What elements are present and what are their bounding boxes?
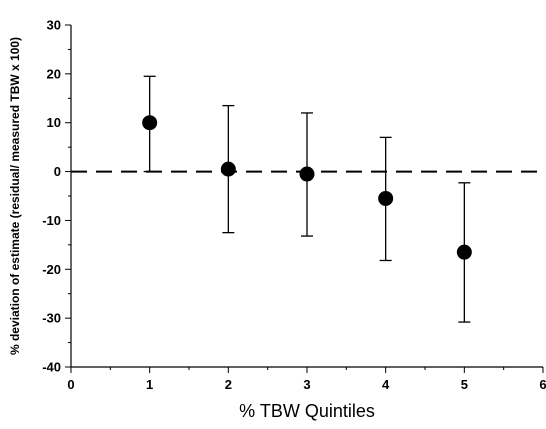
- y-tick-label: -30: [42, 311, 61, 326]
- y-tick-label: -20: [42, 262, 61, 277]
- data-point: [378, 190, 394, 206]
- y-tick-label: -10: [42, 213, 61, 228]
- data-point: [456, 244, 472, 260]
- y-tick-label: 20: [47, 66, 61, 81]
- data-point: [142, 115, 158, 131]
- y-tick-label: 30: [47, 18, 61, 33]
- data-point: [220, 161, 236, 177]
- y-tick-label: 10: [47, 115, 61, 130]
- y-tick-label: -40: [42, 360, 61, 375]
- data-series: [142, 75, 472, 323]
- x-tick-label: 6: [539, 377, 546, 392]
- y-tick-label: 0: [54, 164, 61, 179]
- x-tick-label: 2: [225, 377, 232, 392]
- data-point: [299, 166, 315, 182]
- x-tick-label: 4: [382, 377, 390, 392]
- y-axis-title: % deviation of estimate (residual/ measu…: [8, 37, 22, 355]
- x-tick-label: 0: [67, 377, 74, 392]
- x-ticks: 0 1 2 3 4 5 6: [67, 367, 546, 392]
- x-tick-label: 1: [146, 377, 153, 392]
- x-tick-label: 5: [461, 377, 468, 392]
- x-tick-label: 3: [303, 377, 310, 392]
- x-axis-title: % TBW Quintiles: [239, 401, 375, 421]
- y-ticks: 30 20 10 0 -10 -20 -30 -40: [42, 18, 71, 375]
